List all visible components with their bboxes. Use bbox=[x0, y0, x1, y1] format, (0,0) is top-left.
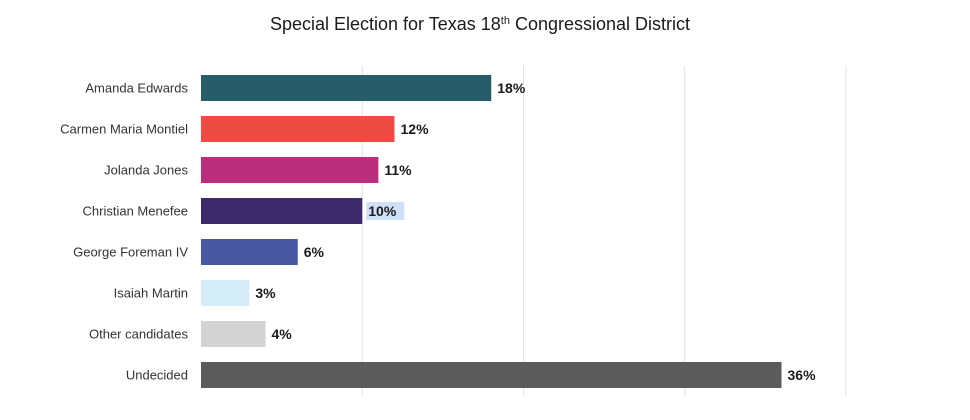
category-label: Jolanda Jones bbox=[104, 163, 188, 178]
category-label: Undecided bbox=[126, 368, 188, 383]
category-label: Christian Menefee bbox=[83, 204, 189, 219]
value-label: 18% bbox=[497, 80, 526, 96]
bar bbox=[201, 198, 363, 224]
chart-title: Special Election for Texas 18th Congress… bbox=[270, 14, 690, 34]
bar bbox=[201, 75, 492, 101]
category-label: Other candidates bbox=[89, 327, 189, 342]
bars bbox=[201, 75, 782, 388]
bar bbox=[201, 239, 298, 265]
value-label: 10% bbox=[368, 203, 397, 219]
labels: Amanda Edwards 18% Carmen Maria Montiel 12%… bbox=[60, 80, 816, 383]
value-label-highlight bbox=[366, 202, 405, 220]
value-label: 4% bbox=[272, 326, 293, 342]
bar bbox=[201, 157, 379, 183]
category-label: George Foreman IV bbox=[73, 245, 188, 260]
category-label: Carmen Maria Montiel bbox=[60, 122, 188, 137]
value-label: 11% bbox=[384, 162, 412, 178]
value-label: 3% bbox=[255, 285, 276, 301]
bar bbox=[201, 116, 395, 142]
category-label: Isaiah Martin bbox=[114, 286, 188, 301]
bar bbox=[201, 321, 266, 347]
grid-lines bbox=[361, 66, 847, 396]
bar bbox=[201, 362, 782, 388]
category-label: Amanda Edwards bbox=[85, 81, 188, 96]
bar bbox=[201, 280, 250, 306]
value-label: 36% bbox=[788, 367, 817, 383]
value-label: 12% bbox=[401, 121, 430, 137]
value-label: 6% bbox=[304, 244, 325, 260]
